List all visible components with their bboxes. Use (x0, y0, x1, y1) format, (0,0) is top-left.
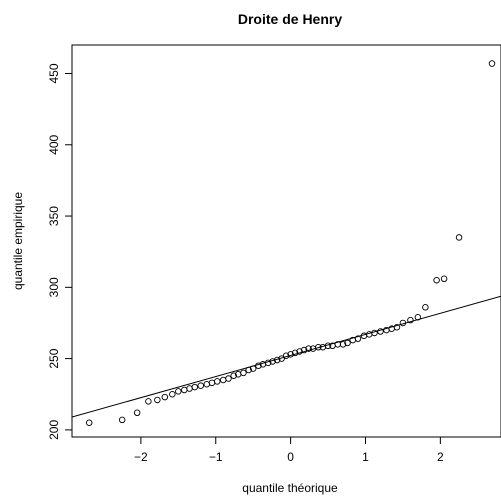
point (255, 362, 262, 369)
point (315, 343, 322, 351)
y-tick-label: 450 (47, 63, 61, 83)
point (240, 369, 247, 377)
point (414, 314, 422, 321)
point (339, 341, 347, 348)
point (213, 378, 221, 385)
point (371, 329, 378, 337)
point (422, 304, 429, 311)
y-axis-label: quantile empirique (11, 192, 25, 290)
point (225, 375, 232, 382)
point (324, 342, 332, 350)
x-tick-label: 2 (437, 450, 444, 464)
point (354, 335, 362, 342)
point (245, 366, 252, 374)
plot-frame (71, 44, 501, 438)
point (197, 382, 205, 389)
point (296, 348, 303, 355)
y-tick-label: 300 (47, 277, 61, 297)
point (145, 398, 152, 405)
point (85, 419, 93, 426)
y-tick-label: 350 (47, 206, 61, 226)
point (377, 328, 384, 335)
y-tick-label: 250 (47, 348, 61, 368)
point (203, 381, 211, 388)
y-tick-label: 400 (47, 134, 61, 154)
x-tick-label: 0 (287, 450, 294, 464)
point (455, 234, 463, 241)
point (488, 60, 496, 67)
point (399, 319, 407, 327)
point (440, 275, 448, 283)
y-tick-label: 200 (47, 420, 61, 440)
point (344, 339, 351, 347)
point (393, 323, 401, 331)
point (273, 356, 281, 364)
point (118, 416, 126, 424)
point (278, 355, 285, 362)
point (219, 376, 227, 384)
point (161, 393, 169, 401)
reference-line (72, 295, 501, 418)
point (305, 345, 312, 352)
x-tick-label: −1 (209, 450, 223, 464)
point (433, 276, 440, 284)
point (249, 365, 257, 372)
point (230, 372, 237, 379)
point (133, 409, 141, 417)
x-axis-label: quantile théorique (242, 481, 338, 495)
point (208, 379, 216, 387)
x-tick-label: 1 (362, 450, 369, 464)
point (300, 346, 308, 354)
point (287, 351, 294, 358)
point (407, 316, 414, 324)
point (169, 390, 176, 398)
point (291, 349, 299, 357)
point (282, 352, 290, 359)
point (264, 359, 272, 367)
point (269, 358, 276, 365)
point (175, 388, 182, 395)
point (191, 383, 199, 391)
chart-title: Droite de Henry (238, 11, 342, 27)
point (186, 385, 193, 392)
point (181, 386, 188, 394)
point (154, 396, 161, 404)
x-tick-label: −2 (134, 450, 148, 464)
